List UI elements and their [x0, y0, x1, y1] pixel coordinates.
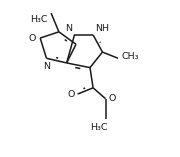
- Text: N: N: [43, 62, 50, 71]
- Text: N: N: [65, 24, 72, 33]
- Text: NH: NH: [95, 24, 109, 33]
- Text: CH₃: CH₃: [121, 52, 139, 61]
- Text: O: O: [109, 94, 116, 103]
- Text: O: O: [29, 34, 36, 43]
- Text: H₃C: H₃C: [91, 123, 108, 132]
- Text: H₃C: H₃C: [30, 15, 48, 24]
- Text: O: O: [67, 89, 75, 99]
